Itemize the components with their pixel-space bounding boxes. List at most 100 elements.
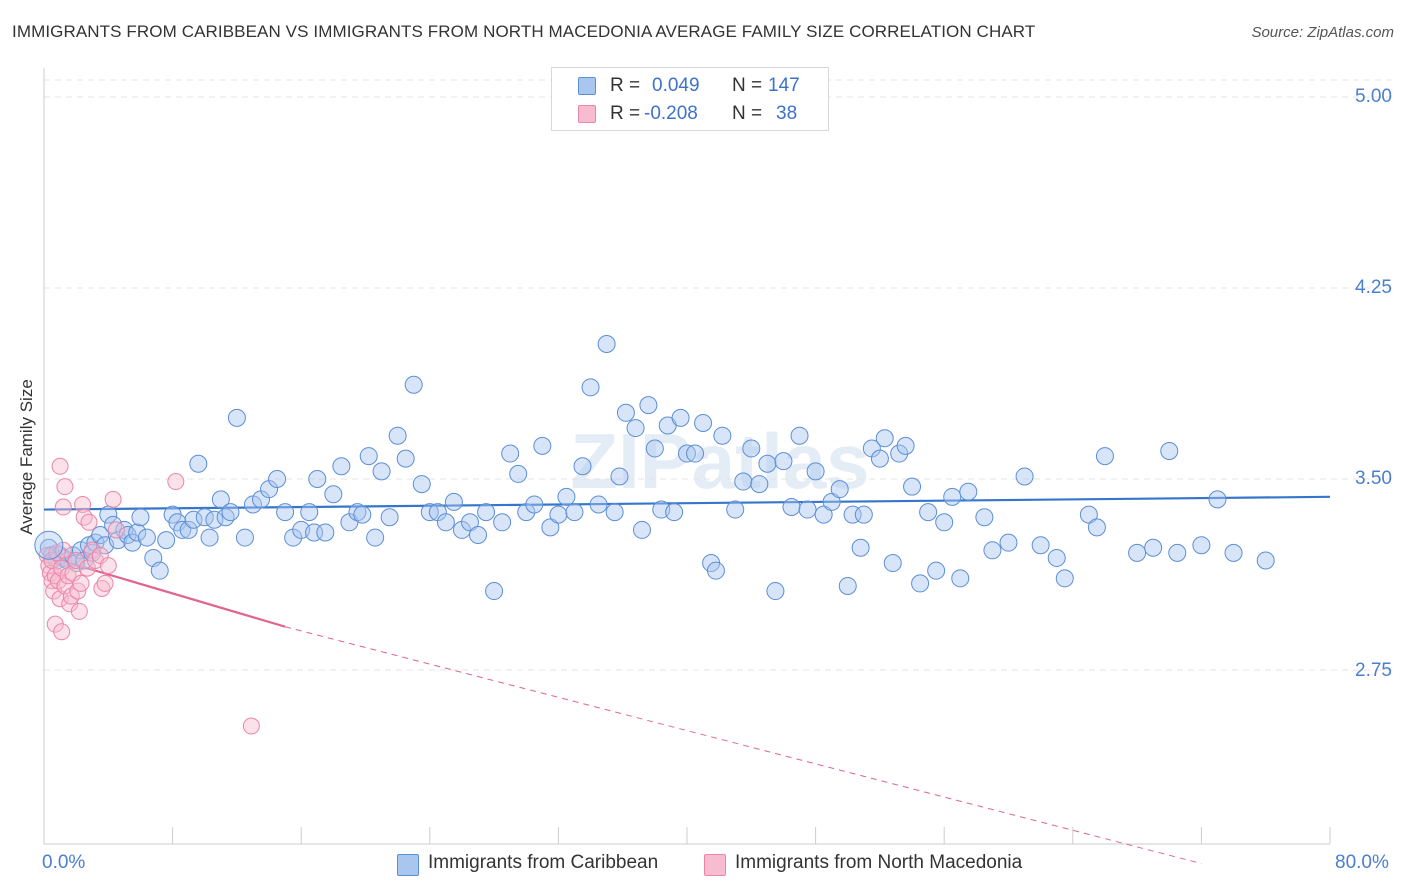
caribbean-point bbox=[1031, 536, 1050, 555]
caribbean-point bbox=[1160, 441, 1179, 460]
caribbean-point bbox=[686, 444, 705, 463]
zipatlas-watermark: ZIPatlas bbox=[570, 417, 869, 505]
axes bbox=[43, 68, 1331, 845]
caribbean-point bbox=[300, 503, 319, 522]
north-macedonia-trend-extension bbox=[284, 626, 1202, 865]
caribbean-point bbox=[610, 467, 629, 486]
caribbean-point bbox=[189, 454, 208, 473]
caribbean-point bbox=[903, 477, 922, 496]
caribbean-point bbox=[353, 505, 372, 524]
caribbean-point bbox=[549, 505, 568, 524]
caribbean-point bbox=[565, 503, 584, 522]
caribbean-point bbox=[626, 419, 645, 438]
caribbean-point bbox=[975, 508, 994, 527]
data-points bbox=[34, 335, 1275, 735]
caribbean-point bbox=[372, 462, 391, 481]
north-macedonia-point bbox=[54, 498, 72, 516]
legend-pink-swatch-icon bbox=[704, 854, 726, 876]
caribbean-point bbox=[525, 495, 544, 514]
caribbean-point bbox=[1128, 543, 1147, 562]
caribbean-point bbox=[436, 513, 455, 532]
caribbean-point bbox=[128, 523, 147, 542]
caribbean-point bbox=[157, 531, 176, 550]
legend-item-north-macedonia: Immigrants from North Macedonia bbox=[735, 852, 1023, 873]
pink-swatch-icon bbox=[578, 105, 596, 123]
caribbean-point bbox=[34, 530, 64, 560]
caribbean-point bbox=[221, 503, 240, 522]
caribbean-point bbox=[396, 449, 415, 468]
caribbean-point bbox=[951, 569, 970, 588]
north-macedonia-point bbox=[96, 574, 114, 592]
north-macedonia-point bbox=[75, 508, 93, 526]
caribbean-point bbox=[774, 452, 793, 471]
caribbean-point bbox=[766, 582, 785, 601]
caribbean-point bbox=[806, 462, 825, 481]
caribbean-point bbox=[173, 520, 192, 539]
caribbean-point bbox=[742, 439, 761, 458]
caribbean-point bbox=[1095, 447, 1114, 466]
north-macedonia-point bbox=[51, 457, 69, 475]
caribbean-point bbox=[927, 561, 946, 580]
caribbean-point bbox=[1087, 518, 1106, 537]
r-value: 0.049 bbox=[652, 75, 700, 96]
north-macedonia-point bbox=[53, 623, 71, 641]
caribbean-point bbox=[581, 378, 600, 397]
caribbean-point bbox=[268, 470, 287, 488]
caribbean-point bbox=[469, 526, 488, 545]
caribbean-point bbox=[911, 574, 930, 593]
caribbean-point bbox=[388, 426, 407, 445]
north-macedonia-point bbox=[70, 602, 88, 620]
caribbean-point bbox=[211, 490, 230, 509]
caribbean-point bbox=[412, 475, 431, 494]
caribbean-point bbox=[308, 470, 327, 488]
caribbean-point bbox=[444, 492, 463, 511]
y-tick-label: 5.00 bbox=[1355, 86, 1392, 107]
blue-swatch-icon bbox=[578, 77, 596, 95]
caribbean-point bbox=[1192, 536, 1211, 555]
north-macedonia-trend-line bbox=[43, 554, 286, 628]
caribbean-point bbox=[896, 436, 915, 455]
caribbean-point bbox=[870, 449, 889, 468]
legend-blue-swatch-icon bbox=[397, 854, 419, 876]
north-macedonia-point bbox=[74, 495, 92, 513]
caribbean-point bbox=[316, 523, 335, 542]
caribbean-point bbox=[665, 503, 684, 522]
caribbean-point bbox=[123, 533, 142, 552]
caribbean-point bbox=[935, 513, 954, 532]
caribbean-point bbox=[380, 508, 399, 527]
caribbean-point bbox=[919, 503, 938, 522]
caribbean-point bbox=[501, 444, 520, 463]
caribbean-point bbox=[332, 457, 351, 476]
caribbean-point bbox=[854, 505, 873, 524]
n-value: 147 bbox=[768, 75, 800, 96]
caribbean-point bbox=[758, 454, 777, 473]
caribbean-point bbox=[1144, 538, 1163, 557]
north-macedonia-point bbox=[51, 590, 69, 608]
caribbean-point bbox=[359, 447, 378, 466]
caribbean-point bbox=[671, 408, 690, 427]
stats-row-caribbean: R = 0.049 N = 147 bbox=[552, 72, 828, 102]
caribbean-point bbox=[404, 375, 423, 394]
caribbean-point bbox=[200, 528, 219, 547]
caribbean-point bbox=[830, 480, 849, 499]
r-label: R = bbox=[610, 75, 641, 96]
caribbean-point bbox=[597, 335, 616, 354]
caribbean-point bbox=[706, 561, 725, 580]
caribbean-point bbox=[616, 403, 635, 422]
caribbean-point bbox=[1047, 548, 1066, 567]
north-macedonia-point bbox=[59, 567, 77, 585]
caribbean-point bbox=[493, 513, 512, 532]
caribbean-point bbox=[276, 503, 295, 522]
x-tick-label-min: 0.0% bbox=[42, 852, 86, 873]
n-label: N = bbox=[732, 75, 763, 96]
caribbean-point bbox=[1224, 543, 1243, 562]
caribbean-point bbox=[639, 396, 658, 415]
grid-lines bbox=[44, 79, 1392, 671]
chart-title: IMMIGRANTS FROM CARIBBEAN VS IMMIGRANTS … bbox=[12, 22, 1036, 41]
caribbean-point bbox=[1256, 551, 1275, 570]
caribbean-point bbox=[838, 576, 857, 595]
caribbean-point bbox=[1168, 543, 1187, 562]
r-label: R = bbox=[610, 103, 641, 124]
caribbean-point bbox=[782, 498, 801, 517]
